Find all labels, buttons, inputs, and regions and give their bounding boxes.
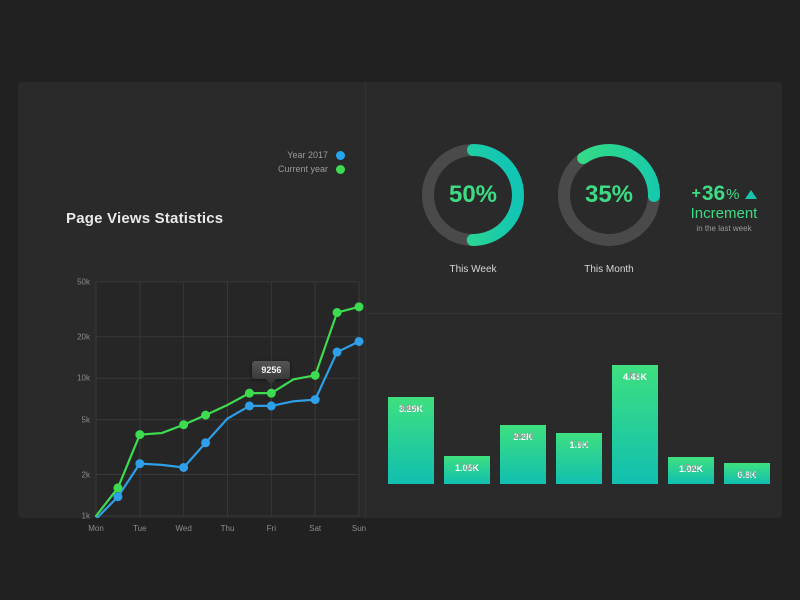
legend-dot-icon <box>336 164 345 174</box>
line-chart-legend: Year 2017 Current year <box>278 150 345 174</box>
increment-percent-row: + 36 % <box>666 182 782 206</box>
donut-caption: This Month <box>584 264 634 275</box>
bar-value-label: 1.05K <box>454 463 480 473</box>
page-views-panel: Page Views Statistics Year 2017 Current … <box>18 82 366 534</box>
legend-dot-icon <box>336 150 345 160</box>
bar-column[interactable]: 3.25K Mon <box>388 397 434 484</box>
tooltip-value: 9256 <box>261 365 282 376</box>
donut-this-month[interactable]: 35% This Month <box>554 140 664 275</box>
bar-value-label: 3.25K <box>398 404 424 414</box>
increment-subtitle: in the last week <box>696 224 752 233</box>
bar-category-label: Mon <box>401 403 421 414</box>
bar-column[interactable]: 1.02K Sat <box>668 457 714 484</box>
x-axis-tick-label: Fri <box>266 524 276 533</box>
y-axis-tick-label: 1k <box>81 511 90 521</box>
data-point-tooltip: 9256 <box>252 361 291 385</box>
bar-category-label: Wed <box>512 431 534 442</box>
x-axis-tick-label: Thu <box>220 524 235 533</box>
increment-percent-symbol: % <box>726 185 740 203</box>
y-axis-tick-label: 2k <box>81 470 90 480</box>
bar-category-label: Sun <box>738 469 756 480</box>
bar-value-label: 1.9K <box>569 440 589 450</box>
y-axis-tick-label: 50k <box>77 277 90 287</box>
donut-row: 50% This Week 35% This Month <box>366 82 782 313</box>
bar-column[interactable]: 1.05K Tue <box>444 456 490 484</box>
tooltip-arrow-icon <box>266 379 277 385</box>
bar-column[interactable]: 4.45K Fri <box>612 365 658 484</box>
donut-value: 50% <box>448 181 498 208</box>
increment-sign: + <box>691 185 701 202</box>
donut-value: 35% <box>584 181 634 208</box>
legend-item-current-year[interactable]: Current year <box>278 164 345 174</box>
bar-category-label: Sat <box>683 463 699 474</box>
y-axis-tick-label: 20k <box>77 332 90 342</box>
bar-rect[interactable]: 4.45K <box>612 365 658 484</box>
line-chart-svg <box>94 281 364 521</box>
legend-label: Current year <box>277 164 328 174</box>
x-axis-tick-label: Sun <box>351 524 367 533</box>
bar-rect[interactable]: 0.8K <box>724 463 770 484</box>
dashboard-card: Page Views Statistics Year 2017 Current … <box>18 82 782 534</box>
line-chart[interactable]: 1k 2k 5k 10k 20k 50k Mon Tue Wed Thu Fri Sat Sun 92… <box>18 82 366 534</box>
page-title: Page Views Statistics <box>66 210 224 227</box>
x-axis-tick-label: Tue <box>133 524 147 533</box>
weekly-bar-chart[interactable]: 3.25K Mon 1.05K Tue 2.2K Wed 1.9K Thu 4.45K Fri 1.… <box>366 314 782 518</box>
bar-value-label: 2.2K <box>513 432 533 442</box>
bar-rect[interactable]: 1.9K <box>556 433 602 484</box>
panel-divider-horizontal <box>366 313 782 314</box>
donut-this-week-svg <box>422 144 524 246</box>
increment-label: Increment <box>690 205 758 222</box>
y-axis-tick-label: 5k <box>81 415 90 425</box>
x-axis-tick-label: Mon <box>88 524 104 533</box>
bar-rect[interactable]: 1.02K <box>668 457 714 484</box>
donut-this-month-svg <box>558 143 660 246</box>
legend-label: Year 2017 <box>287 150 328 160</box>
bar-value-label: 4.45K <box>622 372 648 382</box>
increment-number: 36 <box>701 182 726 205</box>
bar-column[interactable]: 2.2K Wed <box>500 425 546 484</box>
bar-column[interactable]: 1.9K Thu <box>556 433 602 484</box>
bar-column[interactable]: 0.8K Sun <box>724 463 770 484</box>
bar-rect[interactable]: 3.25K <box>388 397 434 484</box>
increment-summary: + 36 % Increment in the last week <box>666 182 782 233</box>
bar-category-label: Thu <box>570 439 588 450</box>
statistics-panel: 50% This Week 35% This Month <box>366 82 782 518</box>
panel-divider-vertical <box>365 82 366 518</box>
bar-rect[interactable]: 2.2K <box>500 425 546 484</box>
triangle-up-icon <box>744 189 757 199</box>
x-axis-tick-label: Sat <box>309 524 322 533</box>
x-axis-tick-label: Wed <box>175 524 192 533</box>
legend-item-year-2017[interactable]: Year 2017 <box>287 150 345 160</box>
bar-rect[interactable]: 1.05K <box>444 456 490 484</box>
bar-value-label: 0.8K <box>737 470 757 480</box>
bar-category-label: Fri <box>629 371 641 382</box>
bar-value-label: 1.02K <box>678 464 704 474</box>
bar-category-label: Tue <box>458 462 476 473</box>
donut-this-week[interactable]: 50% This Week <box>418 140 528 275</box>
donut-caption: This Week <box>449 264 497 275</box>
y-axis-tick-label: 10k <box>77 373 90 383</box>
